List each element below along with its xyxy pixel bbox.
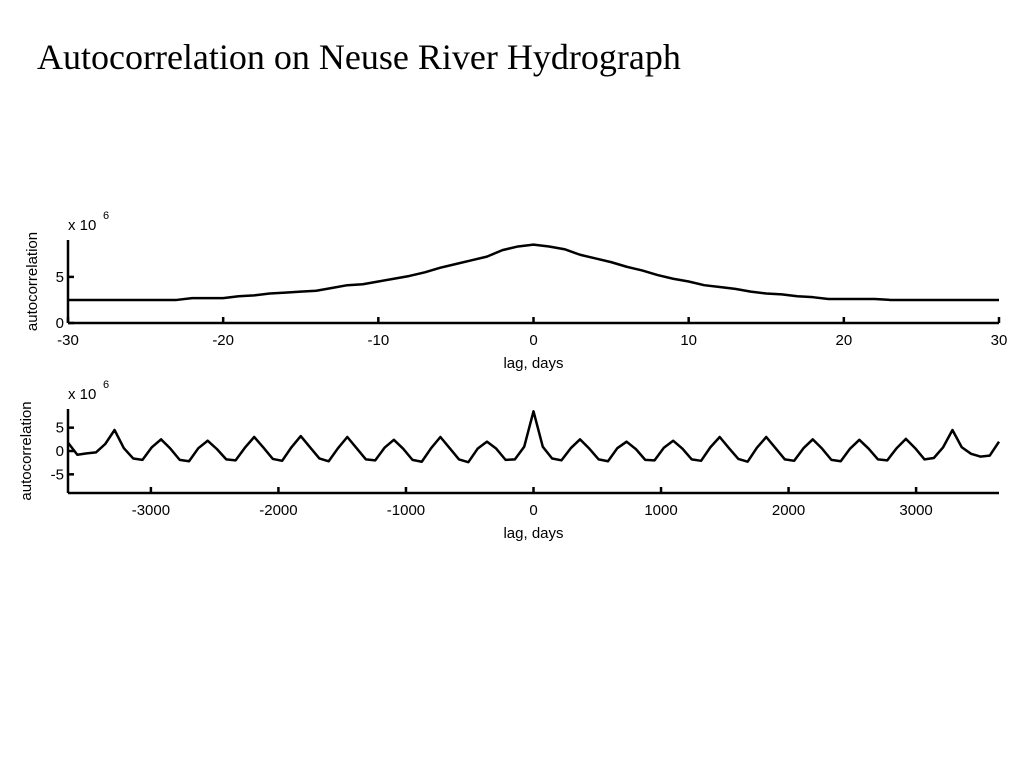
x-tick-label: 3000 — [899, 502, 932, 519]
x-tick-label: 2000 — [772, 502, 805, 519]
data-line — [68, 243, 999, 302]
x-tick-label: 1000 — [644, 502, 677, 519]
x-tick-label: 20 — [835, 332, 852, 349]
x-tick-label: 0 — [529, 332, 537, 349]
x-tick-label: 0 — [529, 502, 537, 519]
data-line — [67, 410, 1001, 464]
y-exponent: 6 — [103, 379, 109, 391]
x-axis-label: lag, days — [503, 355, 563, 372]
x-tick-label: -3000 — [132, 502, 170, 519]
y-tick-label: 5 — [56, 420, 64, 437]
x-tick-label: -2000 — [259, 502, 297, 519]
y-tick-label: 5 — [56, 269, 64, 286]
x-tick-label: 30 — [991, 332, 1008, 349]
y-axis-label: autocorrelation — [24, 232, 41, 331]
x-axis-label: lag, days — [503, 525, 563, 542]
x-tick-label: -30 — [57, 332, 79, 349]
y-tick-label: 0 — [56, 443, 64, 460]
y-exponent: 6 — [103, 210, 109, 222]
slide-title: Autocorrelation on Neuse River Hydrograp… — [37, 37, 681, 77]
y-axis-label: autocorrelation — [18, 401, 35, 500]
y-tick-label: 0 — [56, 315, 64, 332]
y-multiplier: x 10 — [68, 217, 96, 234]
y-multiplier: x 10 — [68, 386, 96, 403]
y-tick-label: -5 — [51, 466, 64, 483]
x-tick-label: -10 — [367, 332, 389, 349]
x-tick-label: -20 — [212, 332, 234, 349]
x-tick-label: -1000 — [387, 502, 425, 519]
x-tick-label: 10 — [680, 332, 697, 349]
